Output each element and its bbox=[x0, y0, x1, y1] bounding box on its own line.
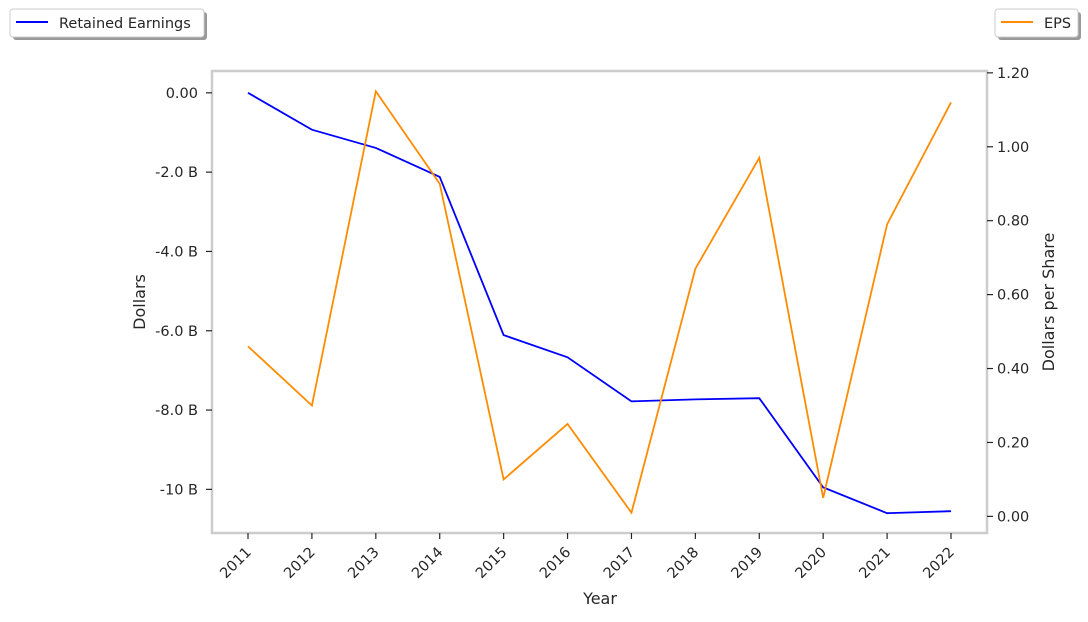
legend-right: EPS bbox=[995, 9, 1081, 40]
legend-label-retained-earnings: Retained Earnings bbox=[59, 16, 191, 32]
right-tick-label: 0.00 bbox=[997, 509, 1029, 525]
x-tick-label: 2015 bbox=[473, 545, 510, 582]
right-tick-label: 0.80 bbox=[997, 214, 1029, 230]
right-axis-label: Dollars per Share bbox=[1039, 233, 1058, 372]
x-tick-label: 2022 bbox=[920, 545, 957, 582]
legend-left: Retained Earnings bbox=[10, 9, 207, 40]
left-axis-label: Dollars bbox=[130, 274, 149, 330]
left-tick-label: -2.0 B bbox=[155, 165, 198, 181]
x-tick-label: 2012 bbox=[281, 545, 318, 582]
left-tick-label: -6.0 B bbox=[155, 324, 198, 340]
x-tick-label: 2020 bbox=[793, 545, 830, 582]
x-tick-label: 2021 bbox=[857, 545, 894, 582]
x-axis-label: Year bbox=[582, 589, 617, 608]
x-tick-label: 2017 bbox=[601, 545, 638, 582]
right-tick-label: 0.40 bbox=[997, 362, 1029, 378]
left-tick-label: -4.0 B bbox=[155, 244, 198, 260]
legend-label-eps: EPS bbox=[1044, 16, 1071, 32]
right-tick-label: 1.00 bbox=[997, 140, 1029, 156]
x-tick-label: 2018 bbox=[665, 545, 702, 582]
left-tick-label: 0.00 bbox=[166, 86, 198, 102]
left-tick-label: -10 B bbox=[160, 482, 198, 498]
plot-frame bbox=[212, 71, 987, 533]
x-tick-label: 2013 bbox=[345, 545, 382, 582]
left-tick-label: -8.0 B bbox=[155, 403, 198, 419]
x-tick-label: 2016 bbox=[537, 545, 574, 582]
x-tick-label: 2019 bbox=[729, 545, 766, 582]
right-tick-label: 0.60 bbox=[997, 288, 1029, 304]
right-tick-label: 1.20 bbox=[997, 66, 1029, 82]
x-tick-label: 2011 bbox=[217, 545, 254, 582]
x-tick-label: 2014 bbox=[409, 545, 446, 582]
right-tick-label: 0.20 bbox=[997, 435, 1029, 451]
